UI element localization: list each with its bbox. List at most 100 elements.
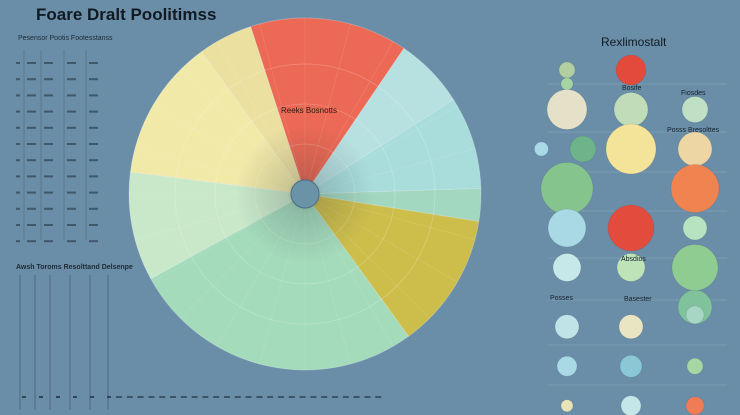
table-cell-mark	[16, 126, 20, 129]
bubble-point-17	[616, 253, 646, 282]
bubble-point-18	[671, 244, 719, 291]
table-cell-mark	[89, 126, 98, 129]
table-cell-mark	[89, 143, 98, 145]
bubble-point-15	[682, 215, 708, 241]
bubble-point-4	[546, 89, 588, 130]
pie-slice-label: Reeks Bosnotts	[281, 106, 338, 115]
bubble-point-1	[558, 61, 576, 79]
table-cell-mark	[67, 62, 76, 64]
bubble-point-2	[560, 77, 574, 91]
axis-tick-mark	[90, 396, 94, 398]
axis-tick-mark	[170, 396, 176, 398]
table-cell-mark	[44, 175, 53, 178]
table-cell-mark	[67, 110, 76, 113]
bubble-point-13	[547, 208, 587, 248]
table-cell-mark	[16, 159, 20, 162]
bubble-point-26	[560, 399, 574, 413]
axis-tick-mark	[148, 396, 155, 398]
table-cell-mark	[89, 78, 98, 81]
table-cell-mark	[16, 94, 20, 97]
table-cell-mark	[27, 159, 36, 162]
table-cell-mark	[27, 240, 36, 243]
table-cell-mark	[44, 240, 53, 243]
axis-tick-mark	[332, 396, 338, 398]
table-cell-mark	[44, 126, 53, 129]
table-cell-mark	[67, 78, 76, 81]
axis-tick-mark	[126, 396, 133, 398]
pie-chart	[128, 17, 482, 371]
axis-tick-mark	[288, 396, 295, 398]
bubble-point-8	[569, 135, 597, 163]
axis-tick-mark	[202, 396, 209, 398]
table-cell-mark	[44, 143, 53, 145]
axis-tick-mark	[278, 396, 284, 398]
table-cell-mark	[16, 110, 20, 113]
table-cell-mark	[16, 207, 20, 210]
bubble-point-14	[607, 204, 655, 252]
bubble-point-3	[615, 54, 647, 86]
axis-tick-mark	[180, 396, 187, 398]
table-cell-mark	[44, 159, 53, 162]
pie-ring	[214, 103, 396, 285]
pie-slice-1	[250, 17, 405, 195]
table-cell-mark	[16, 191, 20, 194]
table-cell-mark	[67, 175, 76, 178]
bubble-point-24	[619, 354, 643, 378]
axis-tick-mark	[107, 396, 111, 398]
table-cell-mark	[16, 143, 20, 145]
bubble-label-2: Fiosdes	[681, 90, 706, 97]
table-cell-mark	[89, 62, 98, 64]
axis-tick-mark	[73, 396, 77, 398]
table-cell-mark	[67, 191, 76, 194]
table-cell-mark	[16, 224, 20, 226]
table-cell-mark	[27, 143, 36, 145]
bubble-point-25	[686, 357, 704, 375]
bubble-point-11	[540, 162, 594, 215]
pie-slice-6	[150, 193, 410, 371]
table-cell-mark	[89, 159, 98, 162]
table-cell-mark	[44, 94, 53, 97]
bubble-label-6: Basester	[624, 296, 652, 303]
axis-tick-mark	[22, 396, 26, 398]
table-cell-mark	[44, 62, 53, 64]
table-cell-mark	[67, 207, 76, 210]
right-panel-title: Rexlimostalt	[601, 35, 667, 49]
axis-tick-mark	[321, 396, 328, 398]
axis-tick-mark	[353, 396, 360, 398]
table-cell-mark	[44, 224, 53, 226]
axis-tick-mark	[191, 396, 198, 398]
bubble-point-9	[605, 123, 657, 175]
table-cell-mark	[89, 191, 98, 194]
bubble-point-7	[534, 141, 549, 157]
table-cell-mark	[16, 240, 20, 243]
table-cell-mark	[44, 78, 53, 81]
table-cell-mark	[89, 240, 98, 243]
axis-tick-mark	[137, 396, 144, 398]
bubble-point-16	[552, 253, 582, 282]
axis-tick-mark	[342, 396, 349, 398]
axis-tick-mark	[39, 396, 43, 398]
table-cell-mark	[44, 191, 53, 194]
axis-tick-mark	[224, 396, 230, 398]
bubble-point-22	[618, 314, 644, 340]
table-cell-mark	[89, 110, 98, 113]
axis-tick-mark	[234, 396, 241, 398]
bubble-point-23	[556, 355, 578, 377]
table-cell-mark	[44, 207, 53, 210]
axis-tick-mark	[56, 396, 60, 398]
left-panel-2-title: Awsh Toroms Resolttand Delsenpe	[16, 264, 133, 271]
page-title: Foare Dralt Poolitimss	[36, 5, 217, 24]
pie-ring	[174, 63, 436, 325]
axis-tick-mark	[375, 396, 382, 398]
left-decoration	[16, 50, 382, 410]
table-cell-mark	[16, 78, 20, 81]
table-cell-mark	[67, 224, 76, 226]
axis-tick-mark	[267, 396, 274, 398]
table-cell-mark	[27, 110, 36, 113]
table-cell-mark	[27, 191, 36, 194]
bubble-point-27	[620, 395, 642, 415]
bubble-label-1: Bosife	[622, 85, 642, 92]
table-cell-mark	[67, 143, 76, 145]
bubble-point-12	[670, 164, 720, 213]
